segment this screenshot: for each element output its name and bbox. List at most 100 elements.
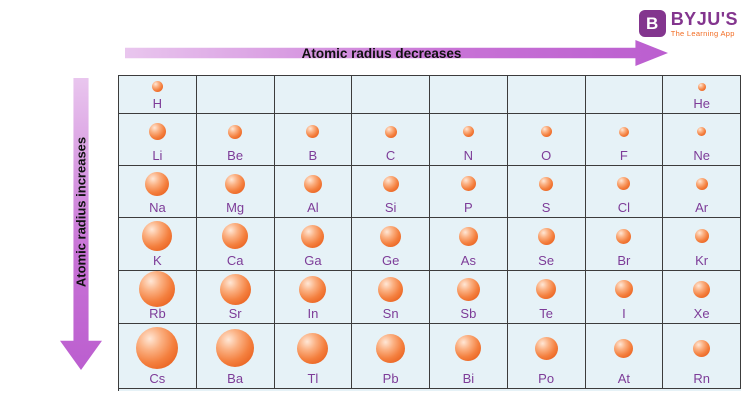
element-symbol: Ca <box>226 253 244 268</box>
element-cell <box>352 76 430 114</box>
atom-sphere-wrap <box>586 218 663 254</box>
atom-sphere-wrap <box>508 324 585 372</box>
atom-sphere-wrap <box>663 166 740 201</box>
atom-sphere-wrap <box>119 324 196 372</box>
element-cell: Br <box>585 218 664 271</box>
left-arrow-label: Atomic radius increases <box>73 137 89 288</box>
element-symbol: F <box>619 148 628 163</box>
atom-sphere-wrap <box>352 271 429 307</box>
atom-sphere-wrap <box>119 114 196 149</box>
atom-sphere-wrap <box>663 324 740 372</box>
element-cell: Li <box>119 114 197 166</box>
element-cell: Ga <box>274 218 353 271</box>
element-cell: Ca <box>196 218 275 271</box>
atom-sphere <box>616 228 632 244</box>
atom-sphere-wrap <box>430 114 507 149</box>
atom-sphere <box>219 273 251 305</box>
element-cell: Al <box>274 166 353 218</box>
atom-sphere <box>693 339 711 357</box>
element-symbol: Rb <box>149 306 166 321</box>
element-cell: Si <box>352 166 430 218</box>
atom-sphere <box>299 275 327 303</box>
atom-sphere-wrap <box>586 271 663 307</box>
atom-sphere <box>148 123 166 140</box>
element-symbol: Tl <box>307 371 319 386</box>
element-symbol: Ga <box>304 253 322 268</box>
atom-sphere <box>136 327 179 369</box>
element-symbol: He <box>693 96 710 111</box>
element-cell: As <box>430 218 508 271</box>
atom-sphere <box>614 280 633 298</box>
element-symbol: I <box>622 306 626 321</box>
element-cell <box>430 76 508 114</box>
element-cell <box>274 76 353 114</box>
atom-sphere-wrap <box>275 218 352 254</box>
element-cell: Te <box>507 271 586 324</box>
element-cell: Pb <box>352 324 430 389</box>
element-cell: Ne <box>663 114 741 166</box>
element-symbol: K <box>153 253 162 268</box>
atom-sphere-wrap <box>586 114 663 149</box>
atom-sphere <box>693 280 711 298</box>
atom-sphere <box>536 279 557 299</box>
atom-sphere <box>697 127 707 136</box>
element-symbol: Cs <box>149 371 166 386</box>
atom-sphere-wrap <box>197 218 274 254</box>
element-symbol: Po <box>538 371 555 386</box>
atom-sphere-wrap <box>275 271 352 307</box>
atom-sphere-wrap <box>663 114 740 149</box>
atom-sphere <box>462 126 474 137</box>
atom-sphere-wrap <box>119 166 196 201</box>
element-symbol: Sb <box>460 306 477 321</box>
element-symbol: Pb <box>382 371 399 386</box>
atom-sphere <box>618 126 629 137</box>
element-cell: At <box>585 324 664 389</box>
atom-sphere-wrap <box>119 76 196 97</box>
element-symbol: Si <box>384 200 397 215</box>
atom-sphere <box>697 82 706 91</box>
atom-sphere <box>539 176 554 191</box>
element-symbol: Li <box>152 148 163 163</box>
atom-sphere <box>455 335 482 361</box>
atom-sphere <box>537 227 555 245</box>
element-symbol: Ge <box>381 253 400 268</box>
element-cell: K <box>119 218 197 271</box>
atom-sphere <box>617 177 631 190</box>
atom-sphere-wrap <box>352 218 429 254</box>
element-cell: Rb <box>119 271 197 324</box>
element-symbol: As <box>460 253 476 268</box>
element-symbol: Al <box>307 200 319 215</box>
periodic-table-grid: H He Li Be B C N O F Ne Na Mg Al Si P S Cl Ar K Ca Ga Ge As Se B… <box>118 75 741 391</box>
atom-sphere-wrap <box>197 324 274 372</box>
atom-sphere-wrap <box>430 166 507 201</box>
atom-sphere-wrap <box>430 271 507 307</box>
element-symbol: Ne <box>693 148 710 163</box>
element-symbol: Xe <box>693 306 710 321</box>
element-cell: I <box>585 271 664 324</box>
atom-sphere <box>145 171 170 196</box>
element-symbol: Se <box>538 253 555 268</box>
atom-sphere-wrap <box>352 166 429 201</box>
atom-sphere-wrap <box>586 324 663 372</box>
element-symbol: Ba <box>227 371 244 386</box>
element-symbol: Sr <box>228 306 242 321</box>
atom-sphere <box>460 176 476 191</box>
element-symbol: Sn <box>382 306 399 321</box>
byjus-logo-textwrap: BYJU'S The Learning App <box>671 10 738 38</box>
element-symbol: O <box>541 148 552 163</box>
atom-sphere <box>695 177 708 190</box>
byjus-logo-tagline: The Learning App <box>670 29 735 38</box>
element-cell: Sb <box>430 271 508 324</box>
element-symbol: Te <box>539 306 553 321</box>
atom-sphere <box>228 124 243 139</box>
element-cell: Cs <box>119 324 197 389</box>
element-cell: Ba <box>196 324 275 389</box>
element-symbol: C <box>385 148 396 163</box>
atom-sphere <box>380 225 402 247</box>
atom-sphere-wrap <box>352 114 429 149</box>
element-symbol: Mg <box>226 200 245 215</box>
atom-sphere-wrap <box>119 271 196 307</box>
atom-sphere <box>376 333 406 363</box>
byjus-logo-name: BYJU'S <box>670 9 738 29</box>
